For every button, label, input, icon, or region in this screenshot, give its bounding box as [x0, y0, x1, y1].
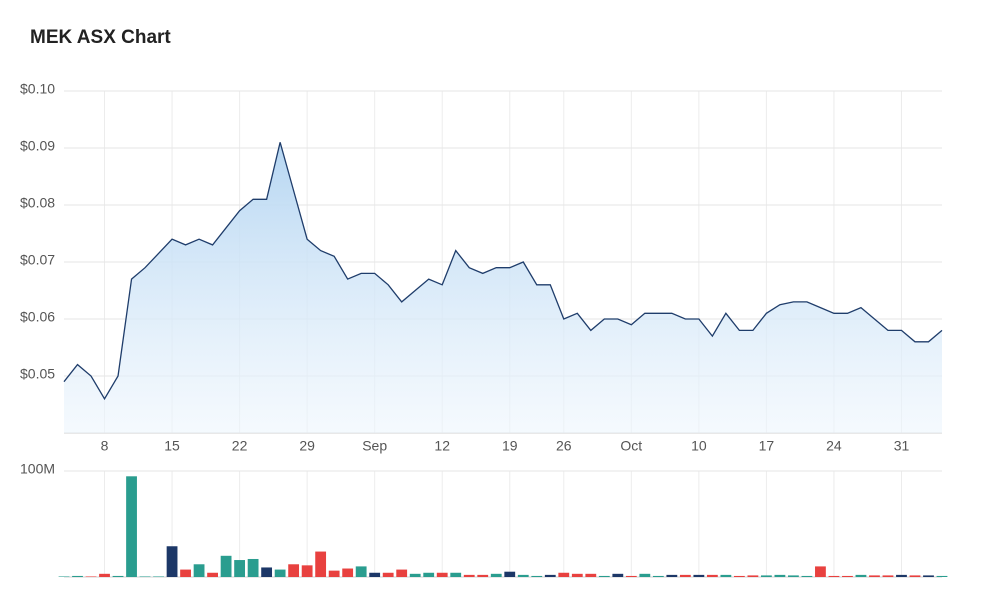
x-tick-label: 22 [232, 438, 248, 454]
volume-bar [355, 566, 367, 577]
volume-bar [666, 574, 678, 577]
volume-bar [882, 575, 894, 577]
volume-bar [112, 575, 124, 577]
volume-bar [166, 546, 178, 577]
volume-bar [180, 569, 191, 577]
volume-bar [450, 572, 462, 577]
x-tick-label: 15 [164, 438, 180, 454]
volume-bar [652, 575, 664, 577]
y-tick-label: $0.05 [20, 366, 55, 382]
volume-bar [382, 572, 394, 577]
x-tick-label: Oct [620, 438, 642, 454]
volume-bar [423, 572, 435, 577]
volume-bar [842, 575, 853, 577]
volume-bar [517, 574, 529, 577]
volume-bar [571, 573, 583, 577]
volume-bar [625, 575, 637, 577]
volume-bar [490, 573, 502, 577]
y-tick-label: 100M [20, 461, 55, 477]
volume-bar [869, 575, 880, 577]
volume-bar [193, 564, 205, 577]
volume-bar [612, 573, 624, 577]
volume-bar [301, 565, 313, 577]
volume-bar [760, 575, 772, 577]
y-tick-label: $0.10 [20, 81, 55, 97]
volume-bar [369, 572, 381, 577]
volume-bar [436, 572, 448, 577]
volume-bar [896, 574, 907, 577]
y-tick-label: $0.07 [20, 252, 55, 268]
volume-bar [463, 574, 475, 577]
x-tick-label: Sep [362, 438, 387, 454]
volume-bar [815, 566, 826, 577]
volume-bar [598, 575, 610, 577]
volume-bar [828, 575, 840, 577]
y-tick-label: $0.09 [20, 138, 55, 154]
volume-bar [788, 575, 799, 577]
x-tick-label: 8 [101, 438, 109, 454]
volume-bar [558, 572, 570, 577]
volume-bar [207, 572, 218, 577]
x-tick-label: 26 [556, 438, 572, 454]
chart-title: MEK ASX Chart [30, 27, 171, 48]
volume-bar [733, 575, 745, 577]
volume-bar [274, 569, 286, 577]
volume-bar [328, 570, 340, 577]
volume-bar [315, 551, 327, 577]
price-area [64, 142, 942, 434]
volume-bar [706, 574, 718, 577]
x-tick-label: 10 [691, 438, 707, 454]
volume-bar [936, 575, 948, 577]
volume-bar [504, 571, 516, 577]
volume-bar [909, 575, 921, 577]
volume-bar [139, 576, 151, 577]
volume-bar [801, 575, 813, 577]
volume-bar [923, 575, 934, 577]
x-tick-label: 12 [434, 438, 450, 454]
x-tick-label: 19 [502, 438, 518, 454]
y-tick-label: $0.08 [20, 195, 55, 211]
volume-bar [639, 573, 651, 577]
volume-bar [774, 574, 786, 577]
volume-bar [396, 569, 408, 577]
volume-bar [544, 574, 556, 577]
x-tick-label: 29 [299, 438, 315, 454]
volume-bar [247, 558, 259, 577]
volume-bar [99, 573, 110, 577]
volume-bar [58, 576, 70, 577]
y-tick-label: $0.06 [20, 309, 55, 325]
volume-bar [693, 574, 705, 577]
x-tick-label: 31 [894, 438, 910, 454]
volume-bar [220, 555, 232, 577]
volume-bar [531, 575, 543, 577]
x-tick-label: 24 [826, 438, 842, 454]
volume-bar [585, 573, 597, 577]
volume-bar [720, 574, 732, 577]
volume-bar [855, 574, 867, 577]
volume-bar [288, 564, 300, 577]
volume-bar [342, 568, 354, 577]
volume-bar [85, 576, 97, 577]
volume-bar [126, 476, 137, 577]
volume-bar [72, 575, 83, 577]
volume-bar [234, 560, 246, 577]
price-line [63, 142, 943, 401]
volume-bar [747, 575, 759, 577]
volume-bar [153, 576, 164, 577]
x-tick-label: 17 [759, 438, 775, 454]
volume-bar [409, 573, 421, 577]
volume-bar [261, 567, 273, 577]
volume-bar [477, 574, 489, 577]
volume-bar [679, 574, 691, 577]
